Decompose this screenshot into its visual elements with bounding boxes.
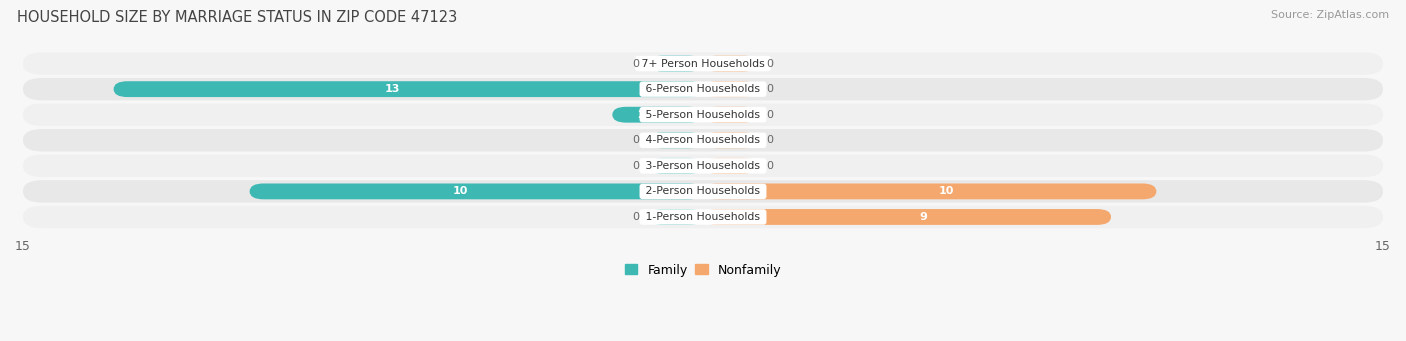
FancyBboxPatch shape <box>648 209 703 225</box>
Text: 0: 0 <box>633 212 640 222</box>
Text: 0: 0 <box>633 161 640 171</box>
FancyBboxPatch shape <box>648 158 703 174</box>
FancyBboxPatch shape <box>22 206 1384 228</box>
FancyBboxPatch shape <box>703 107 758 123</box>
Text: 9: 9 <box>920 212 928 222</box>
Text: 6-Person Households: 6-Person Households <box>643 84 763 94</box>
Text: 0: 0 <box>766 161 773 171</box>
Text: 7+ Person Households: 7+ Person Households <box>638 59 768 69</box>
Text: 2: 2 <box>637 110 645 120</box>
Text: 5-Person Households: 5-Person Households <box>643 110 763 120</box>
Text: 0: 0 <box>766 84 773 94</box>
Text: 0: 0 <box>766 110 773 120</box>
FancyBboxPatch shape <box>22 154 1384 177</box>
FancyBboxPatch shape <box>703 183 1156 199</box>
Text: HOUSEHOLD SIZE BY MARRIAGE STATUS IN ZIP CODE 47123: HOUSEHOLD SIZE BY MARRIAGE STATUS IN ZIP… <box>17 10 457 25</box>
Text: 0: 0 <box>633 135 640 145</box>
FancyBboxPatch shape <box>648 56 703 72</box>
FancyBboxPatch shape <box>703 81 758 97</box>
FancyBboxPatch shape <box>22 103 1384 126</box>
FancyBboxPatch shape <box>648 132 703 148</box>
FancyBboxPatch shape <box>22 52 1384 75</box>
FancyBboxPatch shape <box>703 132 758 148</box>
Text: 0: 0 <box>766 59 773 69</box>
Text: 0: 0 <box>766 135 773 145</box>
FancyBboxPatch shape <box>703 158 758 174</box>
Legend: Family, Nonfamily: Family, Nonfamily <box>620 258 786 282</box>
Text: 1-Person Households: 1-Person Households <box>643 212 763 222</box>
FancyBboxPatch shape <box>613 107 703 123</box>
FancyBboxPatch shape <box>703 209 1111 225</box>
Text: 2-Person Households: 2-Person Households <box>643 187 763 196</box>
Text: Source: ZipAtlas.com: Source: ZipAtlas.com <box>1271 10 1389 20</box>
Text: 0: 0 <box>633 59 640 69</box>
Text: 13: 13 <box>384 84 399 94</box>
Text: 3-Person Households: 3-Person Households <box>643 161 763 171</box>
Text: 10: 10 <box>938 187 953 196</box>
FancyBboxPatch shape <box>22 78 1384 100</box>
FancyBboxPatch shape <box>22 129 1384 151</box>
Text: 4-Person Households: 4-Person Households <box>643 135 763 145</box>
Text: 10: 10 <box>453 187 468 196</box>
FancyBboxPatch shape <box>703 56 758 72</box>
FancyBboxPatch shape <box>250 183 703 199</box>
FancyBboxPatch shape <box>22 180 1384 203</box>
FancyBboxPatch shape <box>114 81 703 97</box>
